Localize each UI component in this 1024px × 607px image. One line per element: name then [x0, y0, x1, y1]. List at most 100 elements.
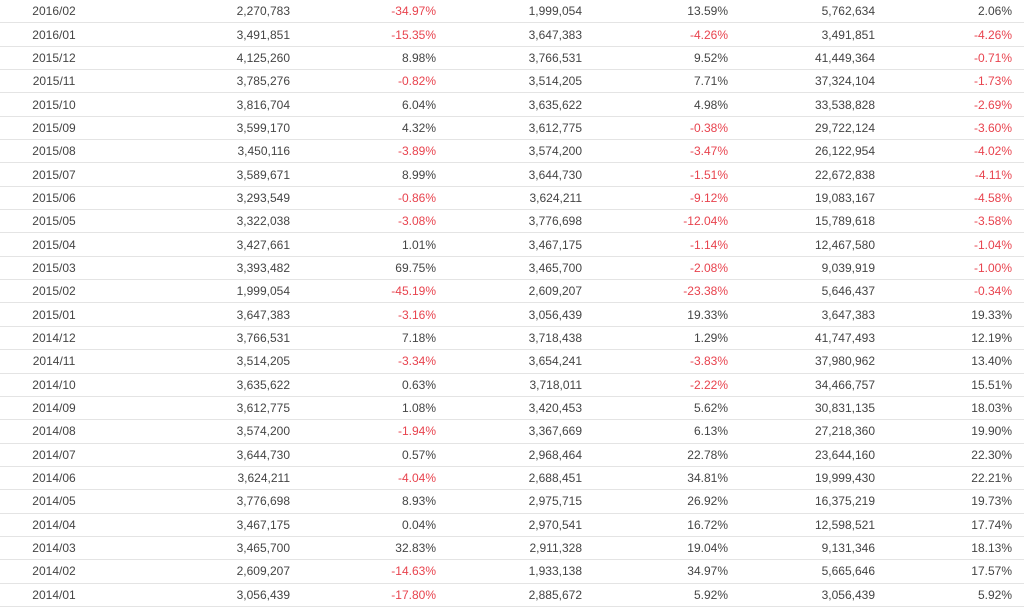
- value-cell: 2,688,451: [528, 471, 582, 486]
- value-cell: 3,599,170: [236, 120, 290, 135]
- value-cell: 2.06%: [977, 4, 1012, 19]
- value-cell: 3,056,439: [528, 307, 582, 322]
- value-cell: 3,465,700: [528, 260, 582, 275]
- month-cell: 2015/05: [32, 214, 76, 229]
- value-cell: 3,420,453: [528, 401, 582, 416]
- table-row: 2014/10 3,635,622 0.63% 3,718,011 -2.22% 34,4…: [0, 374, 1024, 397]
- table-row: 2015/06 3,293,549 -0.86% 3,624,211 -9.12% 19,…: [0, 187, 1024, 211]
- value-cell: 5.62%: [693, 401, 728, 416]
- value-cell: -1.14%: [689, 237, 728, 252]
- value-cell: 1,933,138: [528, 564, 582, 579]
- value-cell: 3,322,038: [236, 214, 290, 229]
- value-cell: -3.34%: [397, 354, 436, 369]
- value-cell: 0.63%: [401, 377, 436, 392]
- value-cell: 12,598,521: [814, 517, 875, 532]
- value-cell: 13.59%: [687, 4, 728, 19]
- table-row: 2015/10 3,816,704 6.04% 3,635,622 4.98% 33,53…: [0, 93, 1024, 117]
- table-row: 2014/01 3,056,439 -17.80% 2,885,672 5.92% 3,0…: [0, 584, 1024, 607]
- value-cell: 19.33%: [687, 307, 728, 322]
- value-cell: 2,270,783: [236, 4, 290, 19]
- value-cell: 7.71%: [693, 74, 728, 89]
- value-cell: 3,776,698: [236, 494, 290, 509]
- value-cell: 18.03%: [971, 401, 1012, 416]
- value-cell: 17.74%: [971, 517, 1012, 532]
- value-cell: 3,654,241: [528, 354, 582, 369]
- value-cell: 32.83%: [395, 541, 436, 556]
- value-cell: 3,491,851: [236, 27, 290, 42]
- value-cell: 3,635,622: [528, 97, 582, 112]
- value-cell: -3.08%: [397, 214, 436, 229]
- value-cell: -17.80%: [391, 587, 436, 602]
- value-cell: 3,644,730: [236, 447, 290, 462]
- table-row: 2015/02 1,999,054 -45.19% 2,609,207 -23.38% 5…: [0, 280, 1024, 304]
- table-row: 2014/09 3,612,775 1.08% 3,420,453 5.62% 30,83…: [0, 397, 1024, 421]
- table-row: 2015/12 4,125,260 8.98% 3,766,531 9.52% 41,44…: [0, 47, 1024, 71]
- month-cell: 2014/05: [32, 494, 76, 509]
- value-cell: 26.92%: [687, 494, 728, 509]
- value-cell: 4,125,260: [236, 50, 290, 65]
- value-cell: 8.98%: [401, 50, 436, 65]
- value-cell: -3.58%: [973, 214, 1012, 229]
- value-cell: -3.47%: [689, 144, 728, 159]
- value-cell: 12.19%: [971, 330, 1012, 345]
- value-cell: -2.69%: [973, 97, 1012, 112]
- value-cell: 3,465,700: [236, 541, 290, 556]
- value-cell: 1.01%: [401, 237, 436, 252]
- value-cell: -23.38%: [683, 284, 728, 299]
- value-cell: 26,122,954: [814, 144, 875, 159]
- value-cell: 41,449,364: [814, 50, 875, 65]
- value-cell: 3,491,851: [821, 27, 875, 42]
- month-cell: 2015/09: [32, 120, 76, 135]
- value-cell: 3,574,200: [528, 144, 582, 159]
- value-cell: 2,609,207: [236, 564, 290, 579]
- value-cell: 3,612,775: [236, 401, 290, 416]
- month-cell: 2015/01: [32, 307, 76, 322]
- month-cell: 2014/07: [32, 447, 76, 462]
- value-cell: -3.83%: [689, 354, 728, 369]
- month-cell: 2014/06: [32, 471, 76, 486]
- value-cell: 12,467,580: [814, 237, 875, 252]
- value-cell: 2,609,207: [528, 284, 582, 299]
- value-cell: -1.51%: [689, 167, 728, 182]
- value-cell: 3,644,730: [528, 167, 582, 182]
- value-cell: -34.97%: [391, 4, 436, 19]
- value-cell: 3,766,531: [528, 50, 582, 65]
- value-cell: -2.08%: [689, 260, 728, 275]
- value-cell: 6.04%: [401, 97, 436, 112]
- value-cell: 2,970,541: [528, 517, 582, 532]
- month-cell: 2015/12: [32, 50, 76, 65]
- month-cell: 2015/08: [32, 144, 76, 159]
- value-cell: 3,624,211: [237, 471, 291, 486]
- value-cell: 3,427,661: [236, 237, 290, 252]
- value-cell: 3,766,531: [236, 330, 290, 345]
- table-row: 2015/08 3,450,116 -3.89% 3,574,200 -3.47% 26,…: [0, 140, 1024, 164]
- value-cell: -0.34%: [973, 284, 1012, 299]
- value-cell: 3,816,704: [236, 97, 290, 112]
- value-cell: 19.90%: [971, 424, 1012, 439]
- value-cell: 34,466,757: [814, 377, 875, 392]
- value-cell: -45.19%: [391, 284, 436, 299]
- table-row: 2014/07 3,644,730 0.57% 2,968,464 22.78% 23,6…: [0, 444, 1024, 467]
- value-cell: -0.86%: [397, 190, 436, 205]
- value-cell: 19.33%: [971, 307, 1012, 322]
- value-cell: 19.04%: [687, 541, 728, 556]
- value-cell: 5,646,437: [821, 284, 875, 299]
- value-cell: -4.11%: [974, 167, 1012, 182]
- month-cell: 2014/09: [32, 401, 76, 416]
- value-cell: -1.00%: [973, 260, 1012, 275]
- value-cell: 3,647,383: [821, 307, 875, 322]
- table-row: 2015/01 3,647,383 -3.16% 3,056,439 19.33% 3,6…: [0, 303, 1024, 327]
- value-cell: 9.52%: [693, 50, 728, 65]
- value-cell: 3,785,276: [236, 74, 290, 89]
- month-cell: 2015/10: [32, 97, 76, 112]
- table-row: 2015/03 3,393,482 69.75% 3,465,700 -2.08% 9,0…: [0, 257, 1024, 281]
- table-row: 2014/06 3,624,211 -4.04% 2,688,451 34.81% 19,…: [0, 467, 1024, 491]
- value-cell: 3,647,383: [236, 307, 290, 322]
- value-cell: 16,375,219: [814, 494, 875, 509]
- value-cell: 3,467,175: [528, 237, 582, 252]
- value-cell: 3,589,671: [236, 167, 290, 182]
- value-cell: 3,612,775: [528, 120, 582, 135]
- table-row: 2015/07 3,589,671 8.99% 3,644,730 -1.51% 22,6…: [0, 163, 1024, 187]
- value-cell: 3,514,205: [236, 354, 290, 369]
- value-cell: 2,968,464: [528, 447, 582, 462]
